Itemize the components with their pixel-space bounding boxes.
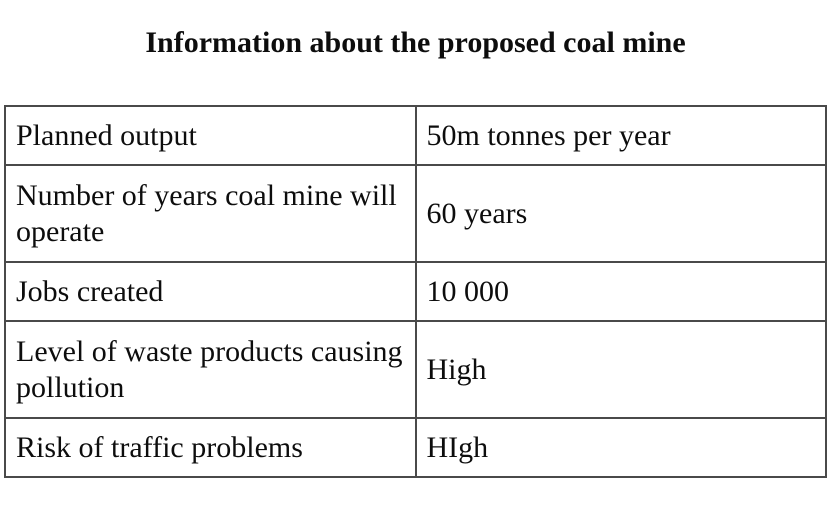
row-label-jobs-created: Jobs created bbox=[4, 261, 417, 322]
row-value-waste-pollution: High bbox=[414, 320, 827, 419]
row-value-jobs-created: 10 000 bbox=[414, 261, 827, 322]
table-row: Level of waste products causing pollutio… bbox=[4, 320, 827, 419]
table-body: Planned output 50m tonnes per year Numbe… bbox=[4, 105, 827, 478]
row-value-planned-output: 50m tonnes per year bbox=[414, 105, 827, 166]
table-row: Number of years coal mine will operate 6… bbox=[4, 164, 827, 263]
row-value-years-operating: 60 years bbox=[414, 164, 827, 263]
table-row: Jobs created 10 000 bbox=[4, 261, 827, 322]
table-row: Risk of traffic problems HIgh bbox=[4, 417, 827, 478]
table-row: Planned output 50m tonnes per year bbox=[4, 105, 827, 166]
row-label-years-operating: Number of years coal mine will operate bbox=[4, 164, 417, 263]
row-label-planned-output: Planned output bbox=[4, 105, 417, 166]
row-value-traffic-risk: HIgh bbox=[414, 417, 827, 478]
coal-mine-info-table: Planned output 50m tonnes per year Numbe… bbox=[4, 105, 827, 478]
page-title: Information about the proposed coal mine bbox=[145, 26, 686, 59]
row-label-waste-pollution: Level of waste products causing pollutio… bbox=[4, 320, 417, 419]
row-label-traffic-risk: Risk of traffic problems bbox=[4, 417, 417, 478]
